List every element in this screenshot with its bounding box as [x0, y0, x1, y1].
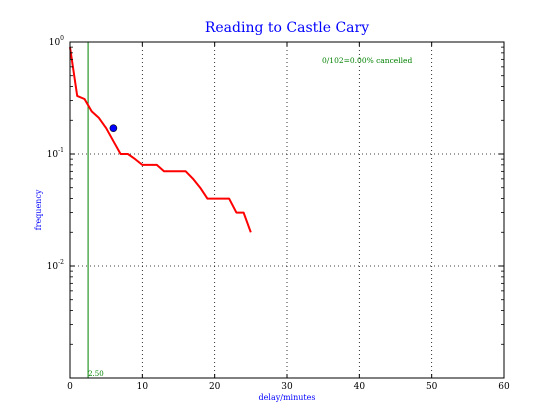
- x-tick-label: 10: [137, 382, 149, 392]
- y-axis-label: frequency: [34, 189, 43, 230]
- x-tick-label: 20: [209, 382, 221, 392]
- y-tick-label: 100: [49, 35, 64, 48]
- x-tick-label: 60: [498, 382, 510, 392]
- series-group: [69, 46, 252, 233]
- y-tick-exponent: -2: [58, 259, 64, 266]
- y-tick-label: 10-2: [47, 259, 64, 272]
- x-tick-label: 0: [67, 382, 73, 392]
- series-line: [69, 46, 252, 233]
- x-tick-labels: 0 10 20 30 40 50 60: [67, 382, 510, 392]
- y-tick-base: 10: [47, 150, 59, 160]
- chart-title: Reading to Castle Cary: [205, 20, 369, 36]
- x-tick-label: 30: [281, 382, 293, 392]
- y-tick-label: 10-1: [47, 147, 64, 160]
- x-tick-label: 50: [426, 382, 438, 392]
- y-tick-base: 10: [49, 38, 61, 48]
- y-tick-base: 10: [47, 262, 59, 272]
- threshold-label: 2.50: [88, 370, 104, 378]
- x-tick-label: 40: [354, 382, 366, 392]
- y-tick-exponent: -1: [58, 147, 64, 154]
- ticks-group: [69, 41, 505, 378]
- grid: [70, 42, 504, 378]
- x-axis-label: delay/minutes: [259, 393, 316, 402]
- vline-group: 2.50: [87, 42, 104, 378]
- data-marker: [109, 124, 118, 132]
- cancelled-annotation: 0/102=0.00% cancelled: [322, 56, 412, 65]
- y-tick-exponent: 0: [60, 35, 64, 42]
- markers-group: [109, 124, 118, 132]
